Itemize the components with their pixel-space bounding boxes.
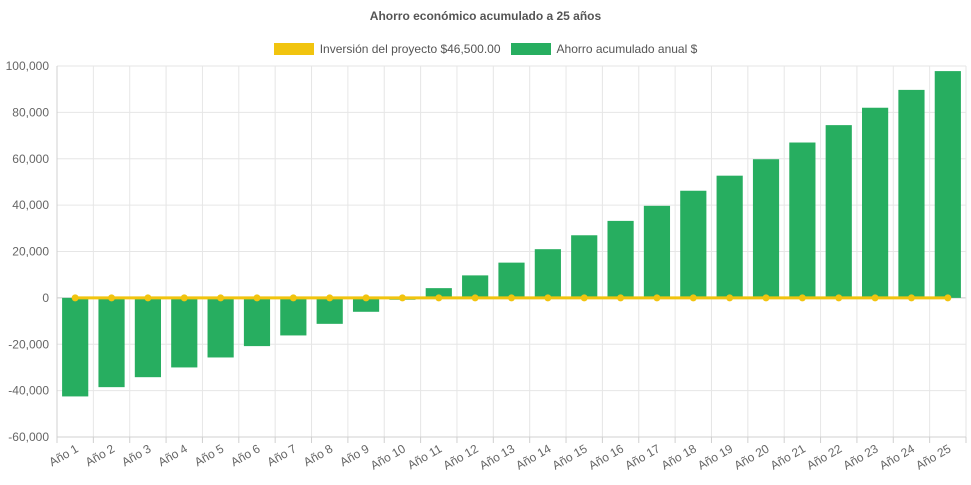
line-point <box>944 294 952 302</box>
x-tick-label: Año 22 <box>804 441 844 472</box>
line-point <box>871 294 879 302</box>
legend-item-investment[interactable]: Inversión del proyecto $46,500.00 <box>273 42 501 56</box>
legend: Inversión del proyecto $46,500.00 Ahorro… <box>0 42 971 56</box>
line-point <box>144 294 152 302</box>
legend-swatch-savings <box>510 43 551 55</box>
line-point <box>253 294 261 302</box>
bar <box>243 297 271 347</box>
bar <box>62 297 89 397</box>
y-tick-label: 20,000 <box>12 245 49 259</box>
x-tick-label: Año 17 <box>622 441 662 472</box>
x-tick-label: Año 24 <box>877 441 917 472</box>
bar <box>462 275 489 298</box>
x-tick-label: Año 10 <box>368 441 408 472</box>
line-point <box>689 294 697 302</box>
bar <box>207 297 234 358</box>
line-point <box>726 294 734 302</box>
x-tick-label: Año 19 <box>695 441 735 472</box>
x-tick-label: Año 13 <box>477 441 517 472</box>
bar <box>825 125 852 298</box>
bar <box>789 142 816 298</box>
x-tick-label: Año 25 <box>913 441 953 472</box>
bar <box>934 71 961 298</box>
line-point <box>617 294 625 302</box>
bar <box>643 205 671 298</box>
line-point <box>798 294 806 302</box>
line-point <box>435 294 443 302</box>
line-point <box>362 294 370 302</box>
x-tick-label: Año 12 <box>441 441 481 472</box>
x-tick-label: Año 9 <box>337 441 371 469</box>
y-tick-label: 0 <box>42 291 49 305</box>
bar <box>716 175 743 298</box>
bar <box>607 220 634 298</box>
line-point <box>289 294 297 302</box>
line-point <box>471 294 479 302</box>
line-point <box>580 294 588 302</box>
line-point <box>508 294 515 302</box>
bar <box>571 235 598 298</box>
bar <box>134 297 161 378</box>
legend-swatch-investment <box>273 43 314 55</box>
x-tick-label: Año 11 <box>405 441 444 472</box>
x-tick-label: Año 4 <box>156 441 190 469</box>
x-tick-label: Año 3 <box>119 441 153 469</box>
x-tick-label: Año 16 <box>586 441 626 472</box>
bar <box>352 297 380 312</box>
bar <box>680 190 707 298</box>
y-tick-label: -60,000 <box>8 430 49 444</box>
bar <box>498 262 525 298</box>
line-point <box>762 294 770 302</box>
line-point <box>71 294 79 302</box>
line-point <box>398 294 406 302</box>
line-point <box>907 294 915 302</box>
x-tick-label: Año 7 <box>265 441 299 469</box>
x-tick-label: Año 1 <box>47 441 81 469</box>
bar <box>862 107 889 298</box>
y-tick-label: 100,000 <box>6 59 50 73</box>
line-point <box>326 294 334 302</box>
line-point <box>544 294 552 302</box>
bar <box>98 297 125 388</box>
x-tick-label: Año 23 <box>841 441 881 472</box>
x-tick-label: Año 15 <box>550 441 590 472</box>
bar <box>425 288 452 298</box>
y-tick-label: 40,000 <box>12 198 49 212</box>
line-point <box>835 294 843 302</box>
bar <box>316 297 343 324</box>
x-tick-label: Año 6 <box>228 441 262 469</box>
legend-label-savings: Ahorro acumulado anual $ <box>556 42 698 56</box>
y-tick-label: -40,000 <box>8 384 49 398</box>
y-tick-label: 60,000 <box>12 152 49 166</box>
x-tick-label: Año 8 <box>301 441 335 469</box>
x-tick-label: Año 2 <box>83 441 117 469</box>
x-tick-label: Año 14 <box>513 441 553 472</box>
x-tick-label: Año 5 <box>192 441 226 469</box>
x-tick-label: Año 18 <box>659 441 699 472</box>
line-point <box>180 294 188 302</box>
line-point <box>217 294 225 302</box>
bar <box>280 297 307 336</box>
y-tick-label: -20,000 <box>8 337 49 351</box>
legend-item-savings[interactable]: Ahorro acumulado anual $ <box>510 42 698 56</box>
y-tick-label: 80,000 <box>12 105 49 119</box>
x-tick-label: Año 21 <box>768 441 808 472</box>
legend-label-investment: Inversión del proyecto $46,500.00 <box>319 42 501 56</box>
bar <box>534 249 561 298</box>
bar <box>898 89 925 298</box>
x-tick-label: Año 20 <box>732 441 772 472</box>
bar <box>752 159 780 298</box>
bar <box>171 297 198 368</box>
chart-title: Ahorro económico acumulado a 25 años <box>369 9 602 23</box>
line-point <box>108 294 116 302</box>
line-point <box>653 294 661 302</box>
